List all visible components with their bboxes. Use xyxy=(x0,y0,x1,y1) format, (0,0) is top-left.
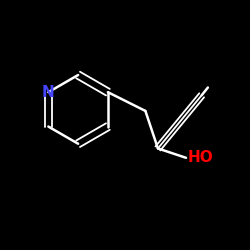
Text: N: N xyxy=(42,85,55,100)
Text: HO: HO xyxy=(188,150,213,165)
